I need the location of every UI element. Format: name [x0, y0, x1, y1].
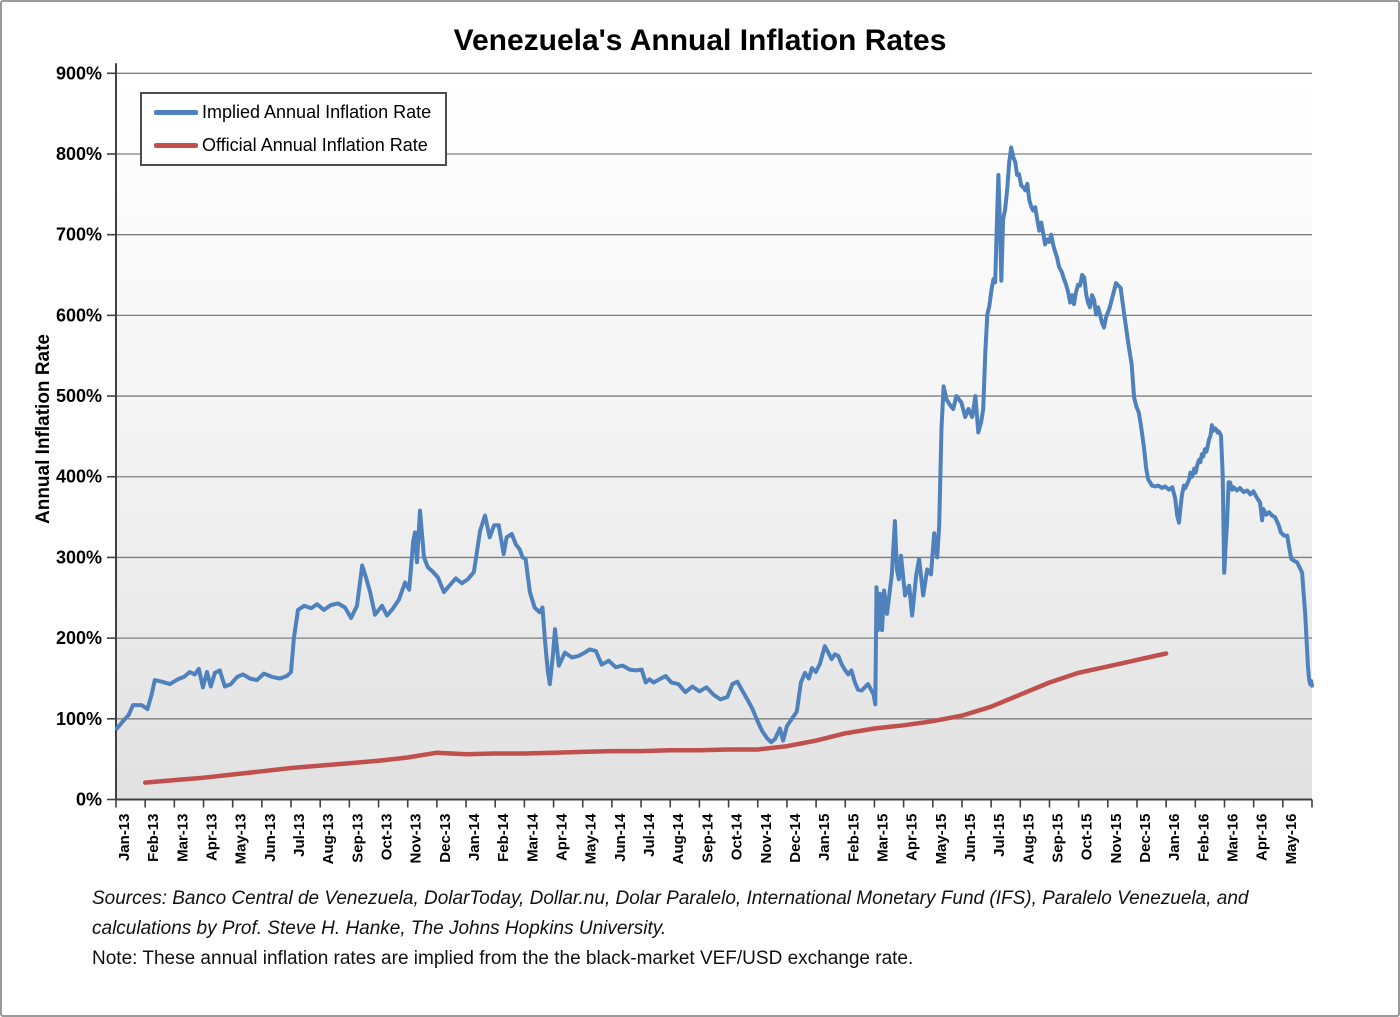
- y-tick-label: 200%: [56, 628, 102, 648]
- x-tick-label: Mar-15: [874, 814, 891, 862]
- footnotes: Sources: Banco Central de Venezuela, Dol…: [92, 884, 1372, 974]
- x-tick-labels: Jan-13 Feb-13 Mar-13 Apr-13 May-13 Jun-13 Jul-…: [116, 813, 1300, 865]
- x-tick-label: Apr-15: [904, 814, 921, 862]
- x-tick-label: Dec-14: [787, 813, 804, 863]
- x-tick-label: Feb-13: [145, 814, 162, 862]
- y-tick-label: 100%: [56, 709, 102, 729]
- y-tick-label: 600%: [56, 305, 102, 325]
- x-tick-label: Mar-14: [524, 813, 541, 862]
- x-tick-label: Jan-14: [466, 813, 483, 861]
- x-tick-label: Jul-14: [641, 813, 658, 857]
- x-tick-label: Feb-15: [845, 814, 862, 862]
- x-tick-label: May-13: [233, 814, 250, 865]
- x-tick-label: Jun-15: [962, 814, 979, 862]
- x-tick-label: Sep-15: [1049, 814, 1066, 863]
- legend-label-official: Official Annual Inflation Rate: [202, 135, 428, 155]
- x-tick-label: Nov-13: [408, 814, 425, 864]
- x-tick-label: Sep-13: [349, 814, 366, 863]
- x-tick-label: Jun-13: [262, 814, 279, 862]
- note-line: Note: These annual inflation rates are i…: [92, 948, 914, 969]
- y-tick-label: 400%: [56, 467, 102, 487]
- legend-item-official: Official Annual Inflation Rate: [142, 135, 445, 156]
- y-tick-label: 0%: [76, 790, 102, 810]
- x-tick-label: May-14: [583, 813, 600, 865]
- x-tick-label: Jan-15: [816, 814, 833, 862]
- y-tick-label: 900%: [56, 63, 102, 83]
- y-tick-label: 500%: [56, 386, 102, 406]
- legend: Implied Annual Inflation Rate Official A…: [140, 92, 447, 166]
- implied-inflation-line: [114, 145, 1314, 745]
- x-tick-label: Aug-13: [320, 814, 337, 865]
- x-tick-label: Aug-14: [670, 813, 687, 864]
- x-tick-label: May-16: [1283, 814, 1300, 865]
- x-tick-label: Dec-13: [437, 814, 454, 863]
- x-tick-label: Jan-13: [116, 814, 133, 862]
- x-tick-label: Feb-14: [495, 813, 512, 862]
- y-tick-labels: 0% 100% 200% 300% 400% 500% 600% 700% 800% 900%: [56, 63, 102, 809]
- x-tick-label: Mar-13: [174, 814, 191, 862]
- series-lines: [114, 145, 1314, 785]
- x-tick-label: Oct-13: [379, 814, 396, 861]
- x-tick-label: Oct-15: [1079, 814, 1096, 861]
- chart-title: Venezuela's Annual Inflation Rates: [453, 24, 947, 57]
- x-tick-label: Aug-15: [1020, 814, 1037, 865]
- official-inflation-line: [142, 651, 1169, 785]
- y-tick-label: 800%: [56, 144, 102, 164]
- sources-line-1: Sources: Banco Central de Venezuela, Dol…: [92, 888, 1249, 909]
- y-tick-label: 700%: [56, 225, 102, 245]
- implied-line-swatch: [154, 110, 198, 115]
- x-tick-label: Nov-14: [758, 813, 775, 864]
- legend-label-implied: Implied Annual Inflation Rate: [202, 102, 432, 122]
- y-tick-label: 300%: [56, 547, 102, 567]
- x-tick-label: Sep-14: [699, 813, 716, 863]
- x-tick-label: Feb-16: [1195, 814, 1212, 862]
- x-tick-label: Apr-14: [554, 813, 571, 861]
- axis-ticks: [107, 72, 1313, 808]
- plot-background: [116, 73, 1312, 800]
- x-tick-label: Dec-15: [1137, 814, 1154, 863]
- x-tick-label: Jul-15: [991, 814, 1008, 857]
- x-tick-label: Jan-16: [1166, 814, 1183, 862]
- x-tick-label: Apr-16: [1254, 814, 1271, 862]
- chart-canvas: 0% 100% 200% 300% 400% 500% 600% 700% 800% 900% J…: [56, 63, 1314, 865]
- x-tick-label: Mar-16: [1224, 814, 1241, 862]
- x-tick-label: Nov-15: [1108, 814, 1125, 864]
- sources-line-2: calculations by Prof. Steve H. Hanke, Th…: [92, 918, 667, 939]
- x-tick-label: Apr-13: [204, 814, 221, 862]
- axis-lines: [115, 63, 1312, 801]
- x-tick-label: Jul-13: [291, 814, 308, 857]
- official-line-swatch: [154, 143, 198, 148]
- legend-item-implied: Implied Annual Inflation Rate: [142, 102, 445, 123]
- x-tick-label: May-15: [933, 814, 950, 865]
- x-tick-label: Oct-14: [729, 813, 746, 860]
- x-tick-label: Jun-14: [612, 813, 629, 862]
